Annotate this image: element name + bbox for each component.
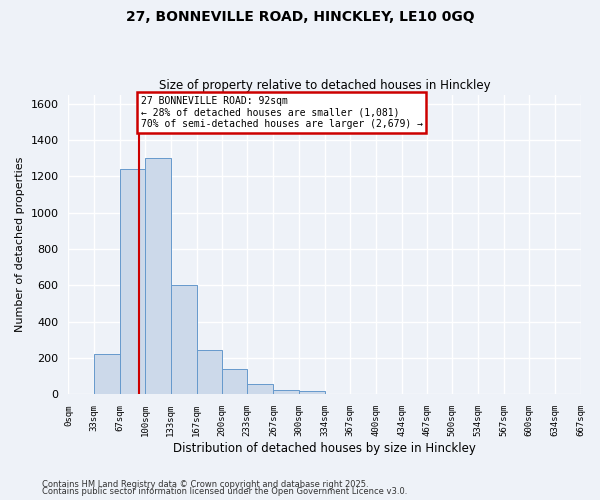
Bar	[197, 350, 222, 395]
Text: Contains public sector information licensed under the Open Government Licence v3: Contains public sector information licen…	[42, 487, 407, 496]
Bar	[94, 354, 120, 395]
Bar	[299, 391, 325, 394]
Bar	[120, 169, 145, 394]
Bar	[170, 286, 197, 395]
Text: 27, BONNEVILLE ROAD, HINCKLEY, LE10 0GQ: 27, BONNEVILLE ROAD, HINCKLEY, LE10 0GQ	[125, 10, 475, 24]
X-axis label: Distribution of detached houses by size in Hinckley: Distribution of detached houses by size …	[173, 442, 476, 455]
Bar	[247, 384, 274, 394]
Text: Contains HM Land Registry data © Crown copyright and database right 2025.: Contains HM Land Registry data © Crown c…	[42, 480, 368, 489]
Y-axis label: Number of detached properties: Number of detached properties	[15, 157, 25, 332]
Bar	[274, 390, 299, 394]
Title: Size of property relative to detached houses in Hinckley: Size of property relative to detached ho…	[158, 79, 490, 92]
Bar	[145, 158, 170, 394]
Bar	[222, 369, 247, 394]
Text: 27 BONNEVILLE ROAD: 92sqm
← 28% of detached houses are smaller (1,081)
70% of se: 27 BONNEVILLE ROAD: 92sqm ← 28% of detac…	[140, 96, 422, 130]
